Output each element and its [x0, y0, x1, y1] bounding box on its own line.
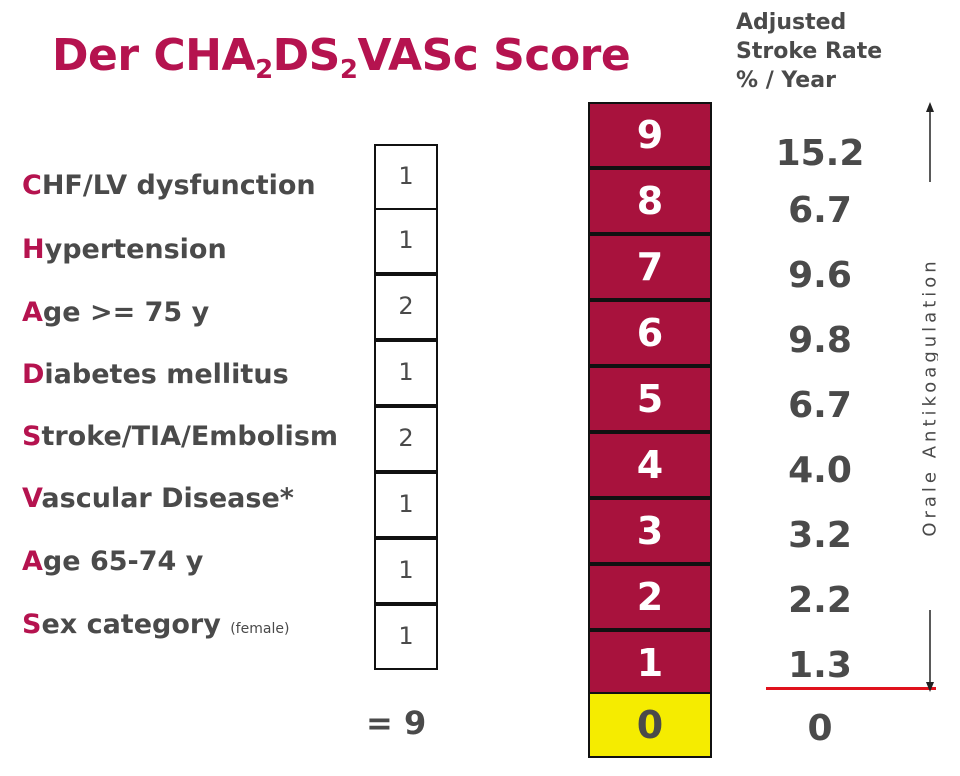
score-box-zero: 0 [588, 692, 712, 758]
arrow-label: Orale Antikoagulation [922, 257, 938, 536]
page-title: Der CHA2DS2VASc Score [52, 30, 631, 85]
stroke-rate-value: 9.6 [788, 255, 852, 296]
score-box: 4 [588, 432, 712, 498]
stroke-rate-value: 0 [807, 708, 833, 749]
stroke-rate-value: 4.0 [788, 450, 852, 491]
score-box: 7 [588, 234, 712, 300]
stroke-rate-value: 1.3 [788, 645, 852, 686]
stroke-rate-value: 6.7 [788, 385, 852, 426]
criterion-vascular: Vascular Disease* [22, 483, 294, 514]
stroke-rate-value: 2.2 [788, 580, 852, 621]
score-box: 3 [588, 498, 712, 564]
score-box: 5 [588, 366, 712, 432]
rate-header-line: Adjusted [736, 10, 847, 35]
score-box: 2 [588, 564, 712, 630]
threshold-line [766, 687, 936, 690]
stroke-rate-value: 9.8 [788, 320, 852, 361]
stroke-rate-header: Adjusted Stroke Rate % / Year [736, 8, 882, 95]
score-box: 6 [588, 300, 712, 366]
criterion-chf: CHF/LV dysfunction [22, 170, 316, 201]
score-box: 1 [588, 630, 712, 696]
criterion-age-75: Age >= 75 y [22, 297, 210, 328]
criterion-stroke: Stroke/TIA/Embolism [22, 421, 339, 452]
points-box: 1 [374, 472, 438, 538]
stroke-rate-value: 3.2 [788, 515, 852, 556]
points-box: 1 [374, 340, 438, 406]
stroke-rate-value: 15.2 [775, 133, 865, 174]
points-box: 1 [374, 144, 438, 210]
criterion-diabetes: Diabetes mellitus [22, 359, 289, 390]
points-box: 1 [374, 538, 438, 604]
criterion-hypertension: Hypertension [22, 234, 227, 265]
points-box: 1 [374, 604, 438, 670]
score-box: 8 [588, 168, 712, 234]
anticoagulation-arrow: Orale Antikoagulation [922, 102, 938, 692]
criterion-age-65-74: Age 65-74 y [22, 546, 204, 577]
stroke-rate-value: 6.7 [788, 190, 852, 231]
criterion-sex: Sex category (female) [22, 609, 290, 640]
score-box: 9 [588, 102, 712, 168]
points-box: 2 [374, 406, 438, 472]
total-score: = 9 [366, 704, 427, 742]
points-box: 2 [374, 274, 438, 340]
rate-header-line: % / Year [736, 68, 836, 93]
points-box: 1 [374, 208, 438, 274]
rate-header-line: Stroke Rate [736, 39, 883, 64]
